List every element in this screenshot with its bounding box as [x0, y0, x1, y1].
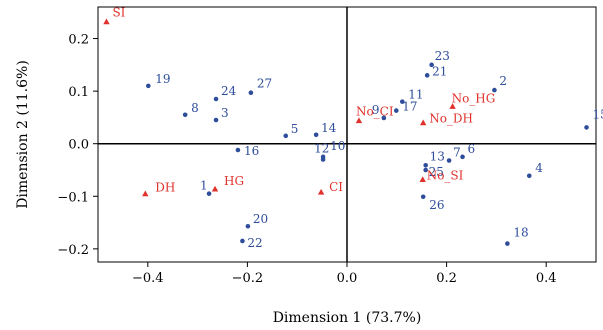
- point-20: [245, 223, 251, 229]
- point-12: [320, 157, 326, 162]
- x-axis-title: Dimension 1 (73.7%): [273, 310, 422, 326]
- point-hg: [211, 185, 219, 192]
- point-7: [446, 158, 452, 163]
- y-tick-label: −0.1: [57, 190, 89, 205]
- point-label-no-hg: No_HG: [452, 91, 496, 105]
- x-axis: −0.4 −0.2 0.0 0.2 0.4: [132, 262, 557, 286]
- point-label-7: 7: [453, 146, 461, 160]
- y-tick-label: 0.0: [68, 138, 89, 153]
- data-points: 1234567891011121314151617181920212223242…: [103, 6, 603, 250]
- point-no-ci: [355, 117, 363, 124]
- point-label-16: 16: [244, 144, 259, 158]
- point-label-9: 9: [372, 103, 380, 117]
- x-tick-label: 0.0: [337, 271, 358, 286]
- point-ci: [317, 188, 325, 195]
- point-dh: [142, 190, 149, 197]
- y-axis: 0.2 0.1 0.0 −0.1 −0.2: [57, 33, 98, 258]
- point-5: [283, 133, 289, 139]
- point-16: [235, 147, 241, 153]
- point-label-27: 27: [257, 77, 272, 91]
- point-17: [394, 108, 399, 113]
- point-label-si: SI: [112, 6, 125, 20]
- point-13: [423, 162, 428, 168]
- point-27: [248, 90, 254, 96]
- point-label-3: 3: [221, 106, 229, 120]
- y-axis-title: Dimension 2 (11.6%): [15, 60, 31, 209]
- point-label-26: 26: [429, 198, 444, 212]
- point-label-11: 11: [408, 88, 423, 102]
- y-tick-label: −0.2: [57, 243, 89, 258]
- point-21: [424, 73, 430, 78]
- point-label-18: 18: [513, 226, 528, 240]
- point-label-no-dh: No_DH: [429, 112, 473, 126]
- point-label-no-ci: No_CI: [356, 105, 394, 119]
- x-tick-label: 0.4: [536, 271, 557, 286]
- point-label-20: 20: [253, 212, 268, 226]
- point-label-10: 10: [330, 139, 345, 153]
- point-2: [492, 87, 497, 93]
- point-24: [213, 96, 219, 102]
- point-label-2: 2: [499, 74, 507, 88]
- reference-lines: [98, 7, 596, 262]
- point-label-24: 24: [221, 84, 237, 98]
- point-label-19: 19: [155, 72, 170, 86]
- point-label-22: 22: [247, 236, 262, 250]
- point-22: [240, 238, 245, 244]
- point-label-no-si: No_SI: [427, 168, 464, 182]
- point-label-17: 17: [402, 100, 417, 114]
- point-1: [206, 191, 212, 196]
- point-label-25: 25: [429, 165, 444, 179]
- point-label-4: 4: [535, 161, 543, 175]
- point-label-6: 6: [468, 142, 476, 156]
- point-23: [429, 62, 434, 68]
- point-no-hg: [449, 103, 456, 109]
- point-label-14: 14: [321, 121, 337, 135]
- point-label-hg: HG: [224, 174, 244, 188]
- point-label-dh: DH: [155, 181, 175, 195]
- x-tick-label: −0.2: [232, 271, 264, 286]
- point-26: [420, 194, 426, 200]
- point-25: [423, 167, 428, 173]
- point-si: [103, 18, 110, 25]
- x-tick-label: 0.2: [436, 271, 457, 286]
- point-9: [381, 115, 387, 121]
- point-8: [182, 112, 188, 118]
- point-14: [313, 132, 319, 138]
- y-tick-label: 0.1: [68, 85, 89, 100]
- point-label-ci: CI: [329, 180, 343, 194]
- y-tick-label: 0.2: [68, 33, 89, 48]
- point-19: [145, 83, 151, 89]
- point-no-si: [419, 176, 426, 183]
- point-3: [213, 117, 219, 123]
- point-label-1: 1: [200, 179, 208, 193]
- point-label-23: 23: [435, 49, 450, 63]
- point-label-12: 12: [314, 141, 329, 155]
- point-4: [526, 173, 532, 179]
- point-label-15: 15: [593, 107, 603, 121]
- x-tick-label: −0.4: [132, 271, 164, 286]
- point-label-8: 8: [191, 101, 199, 115]
- point-11: [399, 99, 405, 104]
- point-18: [505, 241, 510, 246]
- point-no-dh: [419, 119, 427, 126]
- point-label-5: 5: [291, 122, 299, 136]
- point-15: [584, 125, 589, 130]
- point-6: [460, 154, 465, 160]
- point-label-21: 21: [432, 64, 447, 78]
- point-label-13: 13: [430, 149, 445, 163]
